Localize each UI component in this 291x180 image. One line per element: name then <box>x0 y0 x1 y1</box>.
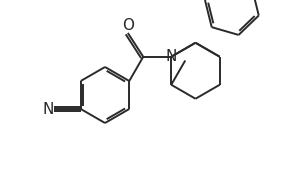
Text: N: N <box>42 102 54 116</box>
Text: O: O <box>122 19 134 33</box>
Text: N: N <box>166 49 177 64</box>
